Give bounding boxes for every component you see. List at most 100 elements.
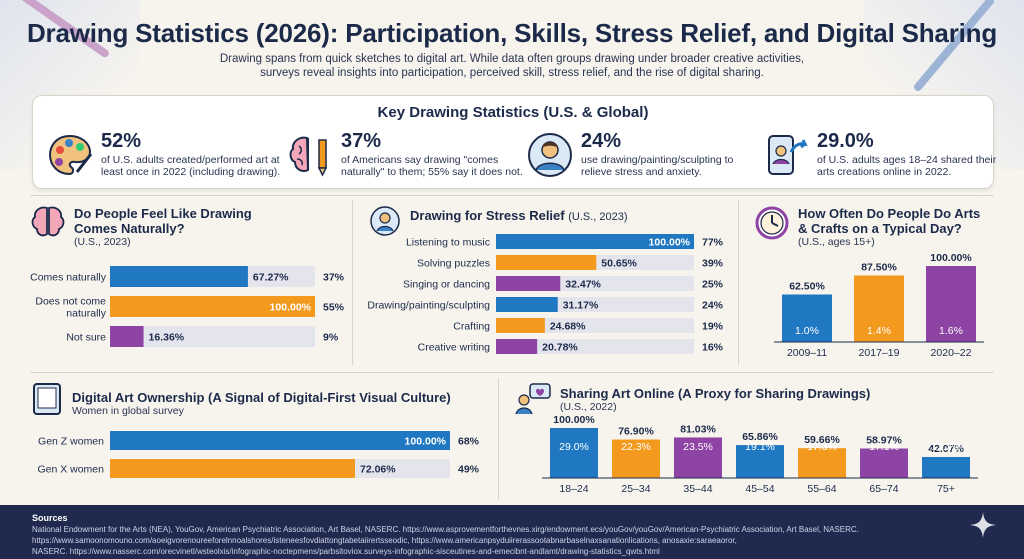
bar: [736, 445, 784, 478]
value-label: 22.3%: [621, 441, 651, 453]
bar: [496, 297, 558, 312]
sharing-chart: 100.00% 29.0% 18–24 76.90% 22.3% 25–34 81.03% 2…: [542, 414, 978, 495]
stat-value: 29.0%: [817, 130, 874, 152]
top-label: 87.50%: [861, 262, 897, 274]
value-label: 77%: [702, 237, 724, 249]
key-stat: 37% of Americans say drawing "comes natu…: [287, 130, 523, 184]
bar: [860, 448, 908, 478]
bar-label: 31.17%: [563, 300, 599, 312]
bar: [110, 266, 248, 287]
sources-heading: Sources: [32, 513, 68, 523]
panel-title: How Often Do People Do Arts & Crafts on …: [798, 206, 980, 236]
top-label: 42.07%: [928, 443, 964, 455]
bar-label: 100.00%: [405, 436, 447, 448]
value-label: 17.3%: [807, 441, 837, 453]
category-label: Does not come: [35, 296, 106, 308]
stat-description: of U.S. adults created/performed art at …: [101, 154, 301, 178]
value-label: 1.6%: [939, 325, 963, 337]
stat-description: of Americans say drawing "comes naturall…: [341, 154, 541, 178]
key-stats-title: Key Drawing Statistics (U.S. & Global): [377, 104, 649, 121]
title-line: How Often Do People Do Arts: [798, 206, 981, 221]
bar: [854, 275, 904, 342]
sources-line: National Endowment for the Arts (NEA), Y…: [32, 525, 859, 534]
value-label: 23.5%: [683, 441, 713, 453]
top-label: 58.97%: [866, 435, 902, 447]
brain-pencil-icon: [289, 136, 328, 177]
top-label: 100.00%: [930, 252, 972, 264]
top-label: 62.50%: [789, 281, 825, 293]
category-label: Drawing/painting/sculpting: [367, 300, 490, 312]
page-subtitle: Drawing spans from quick sketches to dig…: [200, 52, 824, 80]
stat-desc-line: use drawing/painting/sculpting to: [581, 154, 734, 166]
category-label: Singing or dancing: [403, 279, 490, 291]
sources-line: NASERC. https://www.nasserc.com/orecvine…: [32, 547, 660, 556]
top-label: 81.03%: [680, 423, 716, 435]
bar-track: [496, 339, 694, 354]
category-label: 18–24: [559, 483, 588, 495]
value-label: 24%: [702, 300, 724, 312]
bar: [798, 448, 846, 478]
panel-divider: [30, 195, 994, 196]
often-chart: 62.50% 1.0% 2009–11 87.50% 1.4% 2017–19 100.00…: [774, 252, 984, 359]
subtitle-line: Drawing spans from quick sketches to dig…: [219, 53, 805, 65]
category-label: Gen Z women: [38, 436, 104, 448]
stat-desc-line: of Americans say drawing "comes: [341, 154, 499, 166]
bar-label: 32.47%: [565, 279, 601, 291]
bar: [110, 431, 450, 450]
category-label: 35–44: [683, 483, 712, 495]
bar: [496, 339, 538, 354]
key-stats-box: Key Drawing Statistics (U.S. & Global) 5…: [32, 95, 996, 189]
naturally-chart: Comes naturally 67.27% 37% Does not comenat…: [30, 266, 345, 347]
category-label: 75+: [937, 483, 955, 495]
stat-value: 24%: [581, 130, 622, 152]
sources-line: https://www.samoonomouno.com/aoeigvoreno…: [32, 536, 737, 545]
panel-subtitle: (U.S., 2023): [568, 211, 628, 223]
panel-title: Sharing Art Online (A Proxy for Sharing …: [560, 386, 871, 401]
value-label: 49%: [458, 464, 480, 476]
panel-title: Do People Feel Like Drawing Comes Natura…: [74, 206, 252, 236]
category-label: Listening to music: [406, 237, 490, 249]
category-label: 2017–19: [859, 347, 900, 359]
panel-subtitle: (U.S., 2023): [74, 236, 131, 248]
value-label: 25%: [702, 279, 724, 291]
ownership-chart: Gen Z women 100.00% 68% Gen X women 72.06% 49…: [37, 431, 480, 478]
stat-value: 52%: [101, 130, 142, 152]
value-label: 55%: [323, 302, 345, 314]
bar: [782, 294, 832, 342]
title-text: Drawing for Stress Relief: [410, 208, 565, 223]
bar: [922, 456, 970, 478]
top-label: 100.00%: [553, 414, 595, 426]
panel-subtitle: (U.S., ages 15+): [798, 236, 875, 248]
category-label: Not sure: [66, 332, 106, 344]
subtitle-line: surveys reveal insights into participati…: [260, 67, 764, 79]
value-label: 16%: [702, 342, 724, 354]
bar: [496, 276, 561, 291]
stat-desc-line: least once in 2022 (including drawing).: [101, 166, 281, 178]
category-label: Solving puzzles: [417, 258, 490, 270]
stat-desc-line: naturally" to them; 55% say it does not.: [341, 166, 523, 178]
clock-icon: [755, 206, 789, 240]
bar-label: 100.00%: [270, 302, 312, 314]
value-label: 17.1%: [869, 441, 899, 453]
value-label: 1.0%: [795, 325, 819, 337]
person-icon: [528, 133, 572, 177]
stat-desc-line: relieve stress and anxiety.: [581, 166, 702, 178]
page-title: Drawing Statistics (2026): Participation…: [26, 18, 998, 48]
value-label: 19.1%: [745, 441, 775, 453]
category-label: naturally: [66, 308, 106, 320]
bar: [926, 266, 976, 342]
bar-label: 20.78%: [542, 342, 578, 354]
top-label: 76.90%: [618, 426, 654, 438]
title-line: Comes Naturally?: [74, 221, 185, 236]
tablet-icon: [33, 383, 61, 415]
value-label: 9%: [323, 332, 339, 344]
value-label: 68%: [458, 436, 480, 448]
bar-label: 16.36%: [149, 332, 185, 344]
sparkle-icon: [970, 512, 996, 538]
bar-label: 67.27%: [253, 272, 289, 284]
category-label: Comes naturally: [30, 272, 107, 284]
category-label: Crafting: [453, 321, 490, 333]
bar-label: 100.00%: [649, 237, 691, 249]
bar: [496, 318, 545, 333]
stress-chart: Listening to music 100.00% 77% Solving puzz…: [367, 234, 724, 354]
